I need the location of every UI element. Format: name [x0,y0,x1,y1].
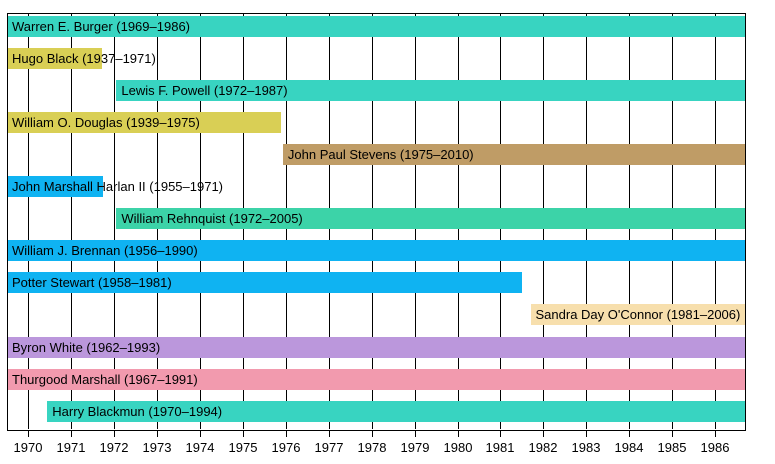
tick-1979 [415,430,416,437]
timeline-bar-5: John Marshall Harlan II (1955–1971) [7,176,223,197]
tick-1986 [715,430,716,437]
timeline-bar-8: Potter Stewart (1958–1981) [7,272,523,294]
timeline-bar-label: Sandra Day O'Connor (1981–2006) [535,307,741,323]
tick-label-1976: 1976 [271,440,301,455]
tick-1980 [458,430,459,437]
tick-1974 [200,430,201,437]
gridline-1971 [71,14,72,429]
timeline-bar-label: Harry Blackmun (1970–1994) [52,403,223,419]
tick-1983 [586,430,587,437]
tick-label-1979: 1979 [400,440,430,455]
timeline-bar-2: Lewis F. Powell (1972–1987) [116,79,745,101]
tick-label-1982: 1982 [528,440,558,455]
timeline-bar-7: William J. Brennan (1956–1990) [7,240,745,262]
timeline-bar-label: William O. Douglas (1939–1975) [12,114,200,130]
tick-label-1986: 1986 [700,440,730,455]
timeline-bar-9: Sandra Day O'Connor (1981–2006) [530,304,745,326]
tick-label-1983: 1983 [571,440,601,455]
tick-1972 [114,430,115,437]
timeline-bar-label: Potter Stewart (1958–1981) [12,275,172,291]
tick-1977 [329,430,330,437]
timeline-bar-label: John Paul Stevens (1975–2010) [287,146,474,162]
tick-label-1978: 1978 [357,440,387,455]
timeline-bar-label: William J. Brennan (1956–1990) [12,243,198,259]
tick-label-1984: 1984 [614,440,644,455]
tick-1975 [243,430,244,437]
timeline-bar-10: Byron White (1962–1993) [7,336,745,358]
timeline-bar-0: Warren E. Burger (1969–1986) [7,15,745,37]
tick-label-1974: 1974 [185,440,215,455]
tick-label-1977: 1977 [314,440,344,455]
tick-label-1981: 1981 [485,440,515,455]
timeline-bar-label: Lewis F. Powell (1972–1987) [121,82,288,98]
tick-label-1975: 1975 [228,440,258,455]
tick-1984 [629,430,630,437]
tick-1981 [500,430,501,437]
timeline-bar-label: William Rehnquist (1972–2005) [121,211,303,227]
timeline-bar-6: William Rehnquist (1972–2005) [116,208,745,230]
tick-1982 [543,430,544,437]
tick-label-1973: 1973 [142,440,172,455]
tick-label-1971: 1971 [56,440,86,455]
tick-label-1972: 1972 [99,440,129,455]
tick-1971 [71,430,72,437]
timeline-bar-label: Thurgood Marshall (1967–1991) [12,371,198,387]
gridline-1970 [28,14,29,429]
timeline-bar-label: Warren E. Burger (1969–1986) [12,18,191,34]
tick-label-1980: 1980 [443,440,473,455]
tick-1978 [372,430,373,437]
timeline-bar-1: Hugo Black (1937–1971) [7,47,156,69]
tick-label-1985: 1985 [657,440,687,455]
tick-1976 [286,430,287,437]
timeline-bar-label: John Marshall Harlan II (1955–1971) [12,179,224,194]
timeline-bar-12: Harry Blackmun (1970–1994) [47,400,745,422]
timeline-bar-label: Byron White (1962–1993) [12,339,161,355]
tick-1970 [28,430,29,437]
timeline-bar-11: Thurgood Marshall (1967–1991) [7,368,745,390]
timeline-bar-3: William O. Douglas (1939–1975) [7,111,281,133]
gridline-1972 [114,14,115,429]
tick-1973 [157,430,158,437]
timeline-bar-label: Hugo Black (1937–1971) [12,50,156,66]
timeline-bar-4: John Paul Stevens (1975–2010) [282,143,745,165]
tick-label-1970: 1970 [13,440,43,455]
tick-1985 [672,430,673,437]
